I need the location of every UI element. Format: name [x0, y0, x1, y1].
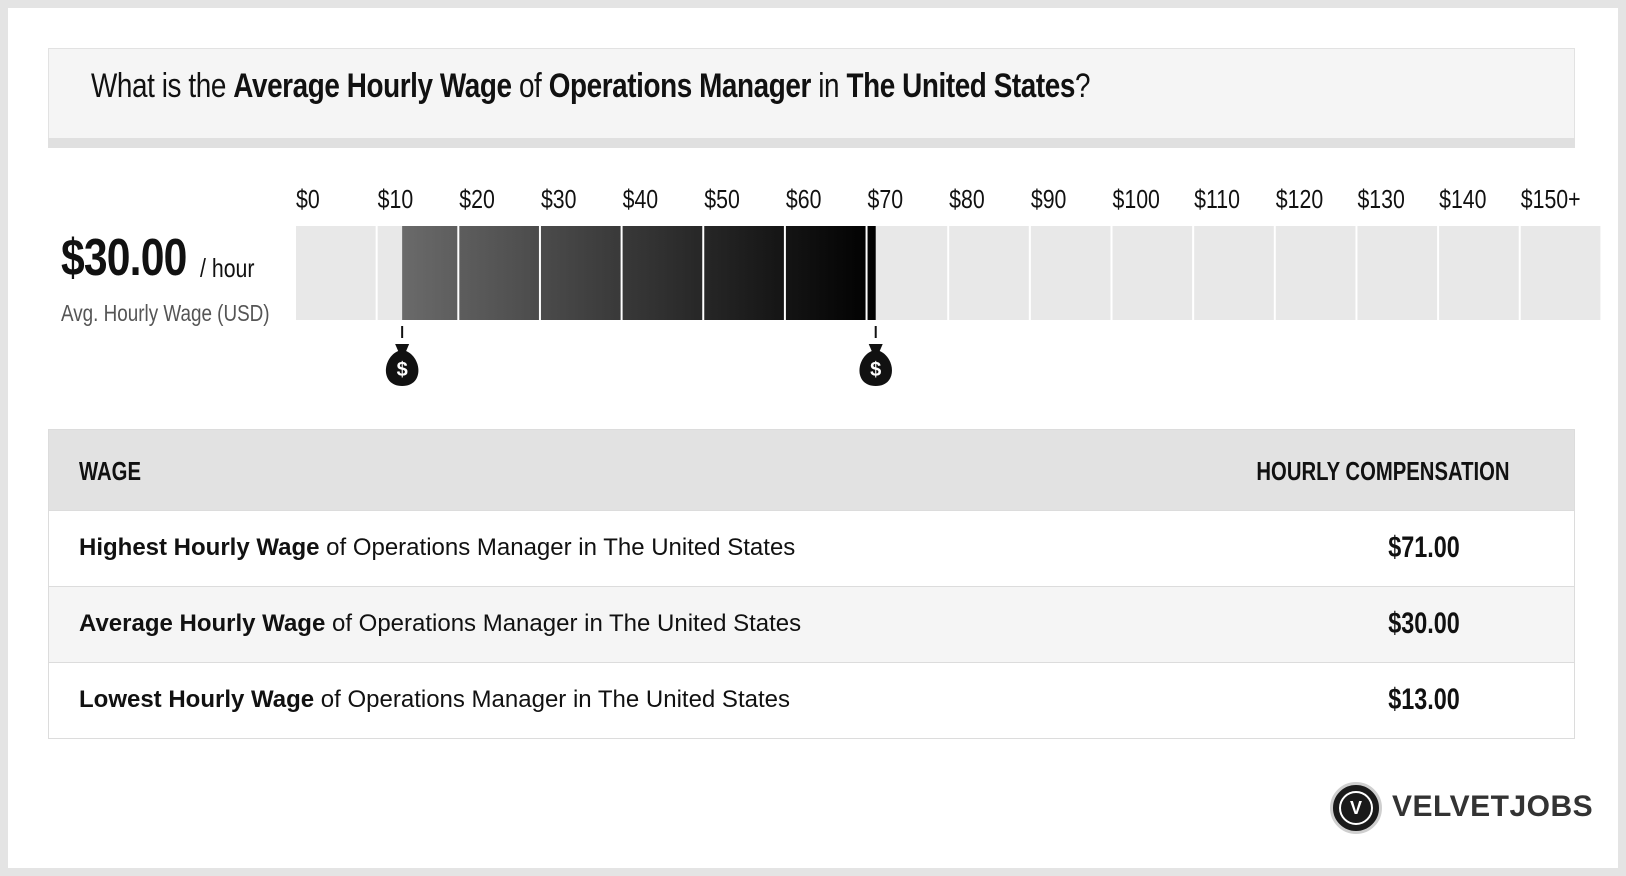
high-wage-marker: $ — [859, 326, 892, 386]
track-segment — [296, 226, 376, 320]
tick-label: $90 — [1031, 185, 1067, 215]
logo-letter: V — [1339, 791, 1373, 825]
average-wage-caption: Avg. Hourly Wage (USD) — [61, 300, 270, 326]
table-row-highest: Highest Hourly Wage of Operations Manage… — [49, 510, 1574, 586]
track-segment — [1030, 226, 1111, 320]
track-segment — [1357, 226, 1438, 320]
table-header: WAGE HOURLY COMPENSATION — [49, 430, 1574, 510]
tick-label: $10 — [378, 185, 414, 215]
tick-label: $70 — [868, 185, 904, 215]
header-hourly-compensation: HOURLY COMPENSATION — [1256, 456, 1510, 486]
title-box: What is the Average Hourly Wage of Opera… — [48, 48, 1575, 138]
wage-table: WAGE HOURLY COMPENSATION Highest Hourly … — [48, 429, 1575, 739]
track-segment — [1112, 226, 1193, 320]
wage-range-bar — [402, 226, 876, 320]
track-segment — [949, 226, 1029, 320]
wage-card: What is the Average Hourly Wage of Opera… — [8, 8, 1618, 868]
range-separator — [457, 226, 460, 320]
tick-label: $150+ — [1521, 185, 1581, 215]
range-separator — [783, 226, 786, 320]
average-wage-value: $30.00 — [61, 229, 187, 287]
row-label: Lowest Hourly Wage of Operations Manager… — [79, 686, 790, 713]
tick-label: $130 — [1357, 185, 1404, 215]
tick-label: $30 — [541, 185, 577, 215]
track-segment — [1520, 226, 1601, 320]
tick-label: $80 — [949, 185, 985, 215]
track-segment — [867, 226, 948, 320]
tick-label: $20 — [459, 185, 495, 215]
brand[interactable]: V VELVETJOBS — [1330, 782, 1594, 838]
track-segment — [1194, 226, 1274, 320]
row-value: $71.00 — [1388, 531, 1460, 564]
tick-label: $120 — [1276, 185, 1323, 215]
header-wage: WAGE — [79, 456, 141, 486]
track-segment — [1275, 226, 1356, 320]
wage-range-chart: $0 $10 $20 $30 $40 $50 $60 $70 $80 $90 $100 $110 $12… — [296, 185, 1601, 386]
row-value: $30.00 — [1388, 607, 1460, 640]
table-row-average: Average Hourly Wage of Operations Manage… — [49, 586, 1574, 662]
money-bag-icon: $ — [859, 344, 892, 386]
range-separator — [865, 226, 868, 320]
track-segment — [1439, 226, 1519, 320]
average-wage-unit: / hour — [200, 253, 255, 283]
range-separator — [620, 226, 623, 320]
range-separator — [702, 226, 705, 320]
money-bag-icon: $ — [385, 344, 419, 386]
row-label: Average Hourly Wage of Operations Manage… — [79, 610, 802, 637]
table-row-lowest: Lowest Hourly Wage of Operations Manager… — [49, 662, 1574, 738]
marker-dollar-sign: $ — [870, 359, 881, 381]
tick-label: $0 — [296, 185, 320, 215]
tick-label: $40 — [623, 185, 659, 215]
range-separator — [538, 226, 541, 320]
tick-label: $60 — [786, 185, 822, 215]
marker-dollar-sign: $ — [397, 359, 408, 381]
title-underline — [48, 138, 1575, 148]
tick-label: $100 — [1113, 185, 1160, 215]
velvetjobs-logo-icon: V — [1330, 782, 1382, 834]
row-value: $13.00 — [1388, 683, 1460, 716]
page-title: What is the Average Hourly Wage of Opera… — [91, 67, 1091, 105]
row-label: Highest Hourly Wage of Operations Manage… — [79, 534, 796, 561]
tick-label: $140 — [1439, 185, 1486, 215]
tick-label: $50 — [704, 185, 740, 215]
tick-label: $110 — [1194, 185, 1240, 215]
low-wage-marker: $ — [385, 326, 419, 386]
brand-name: VELVETJOBS — [1392, 790, 1594, 823]
